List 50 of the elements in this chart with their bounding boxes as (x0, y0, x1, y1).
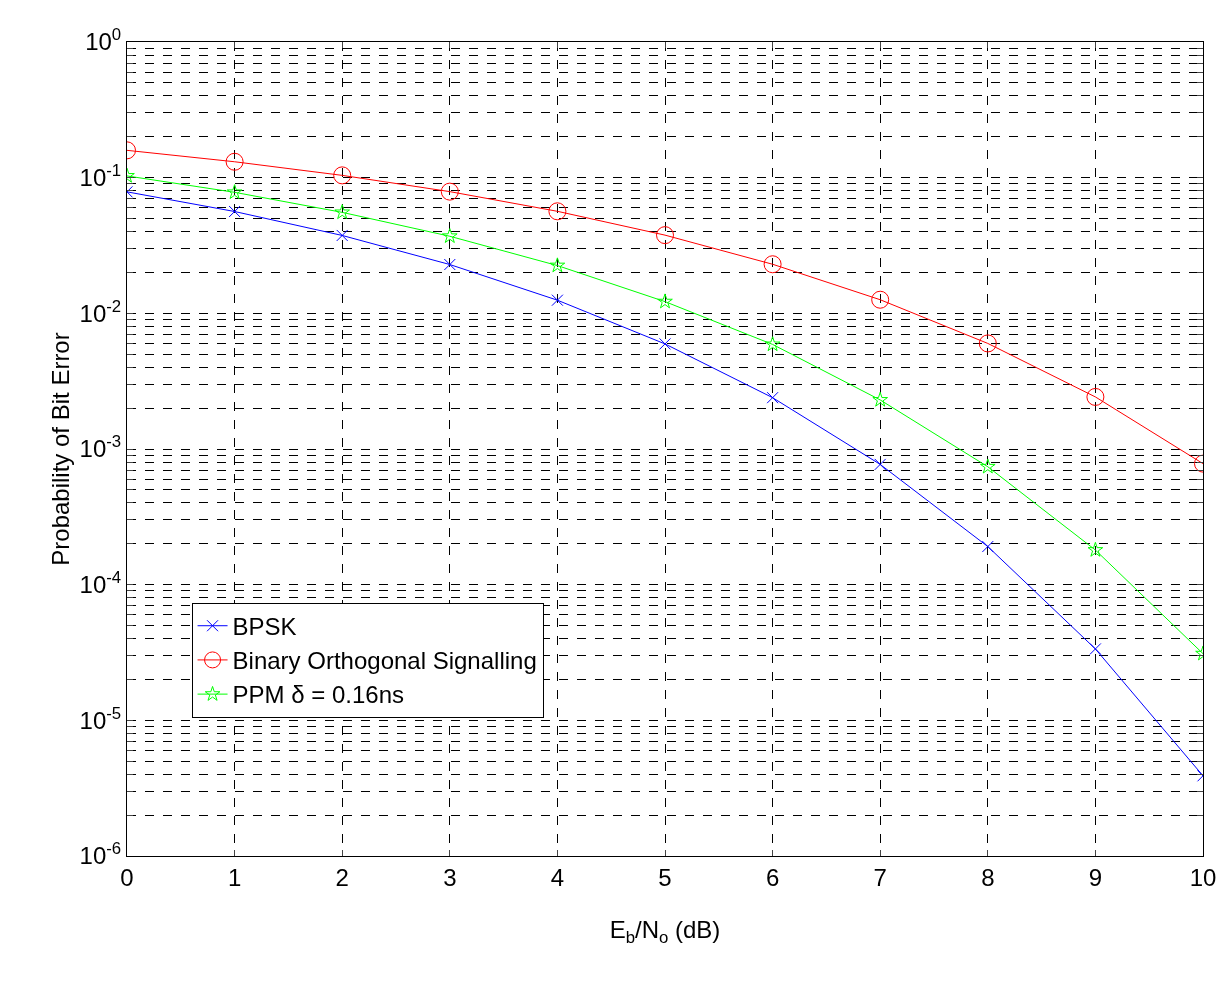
point (549, 257, 566, 273)
point (333, 166, 352, 185)
x-tick-label: 7 (873, 863, 887, 891)
y-axis-title: Probability of Bit Error (47, 332, 74, 566)
legend-label: Binary Orthogonal Signalling (232, 647, 537, 675)
point (226, 184, 243, 200)
point (336, 229, 349, 242)
legend-label: BPSK (232, 613, 297, 641)
point (659, 337, 671, 350)
x-tick-label: 4 (550, 863, 565, 891)
point (441, 228, 458, 243)
point (1087, 541, 1104, 557)
point (551, 294, 564, 307)
point (979, 458, 996, 474)
point (656, 226, 674, 245)
point (1089, 642, 1102, 655)
point (766, 391, 779, 404)
point (657, 293, 673, 309)
point (763, 255, 782, 274)
x-tick-label: 3 (443, 863, 457, 891)
point (978, 334, 997, 353)
x-tick-label: 6 (765, 863, 780, 891)
point (334, 204, 351, 220)
point (548, 202, 567, 221)
x-tick-label: 8 (981, 863, 995, 891)
point (764, 336, 781, 352)
y-tick-label: 10$^{-3}$ (79, 432, 122, 463)
x-tick-label: 10 (1189, 863, 1217, 891)
point (440, 182, 459, 201)
y-tick-label: 10$^{-4}$ (79, 567, 122, 599)
x-tick-label: 2 (335, 863, 349, 891)
x-tick-label: 5 (658, 863, 672, 891)
point (871, 290, 890, 309)
y-tick-label: 10$^{-5}$ (79, 703, 122, 734)
y-tick-label: 10$^{-6}$ (79, 839, 122, 870)
y-tick-label: 10$^{0}$ (85, 25, 122, 56)
y-tick-label: 10$^{-2}$ (79, 296, 122, 327)
point (443, 258, 456, 271)
x-axis-title: E$_{b}$/N$_{o}$ (dB) (609, 916, 721, 948)
legend-label: PPM δ = 0.16ns (232, 681, 405, 709)
point (228, 205, 241, 218)
point (981, 540, 994, 553)
x-tick-label: 1 (227, 863, 242, 891)
point (872, 391, 889, 407)
y-tick-label: 10$^{-1}$ (79, 160, 122, 192)
point (225, 152, 244, 171)
point (874, 458, 887, 471)
x-tick-label: 0 (120, 863, 134, 891)
point (1086, 387, 1105, 406)
x-tick-label: 9 (1088, 863, 1103, 891)
